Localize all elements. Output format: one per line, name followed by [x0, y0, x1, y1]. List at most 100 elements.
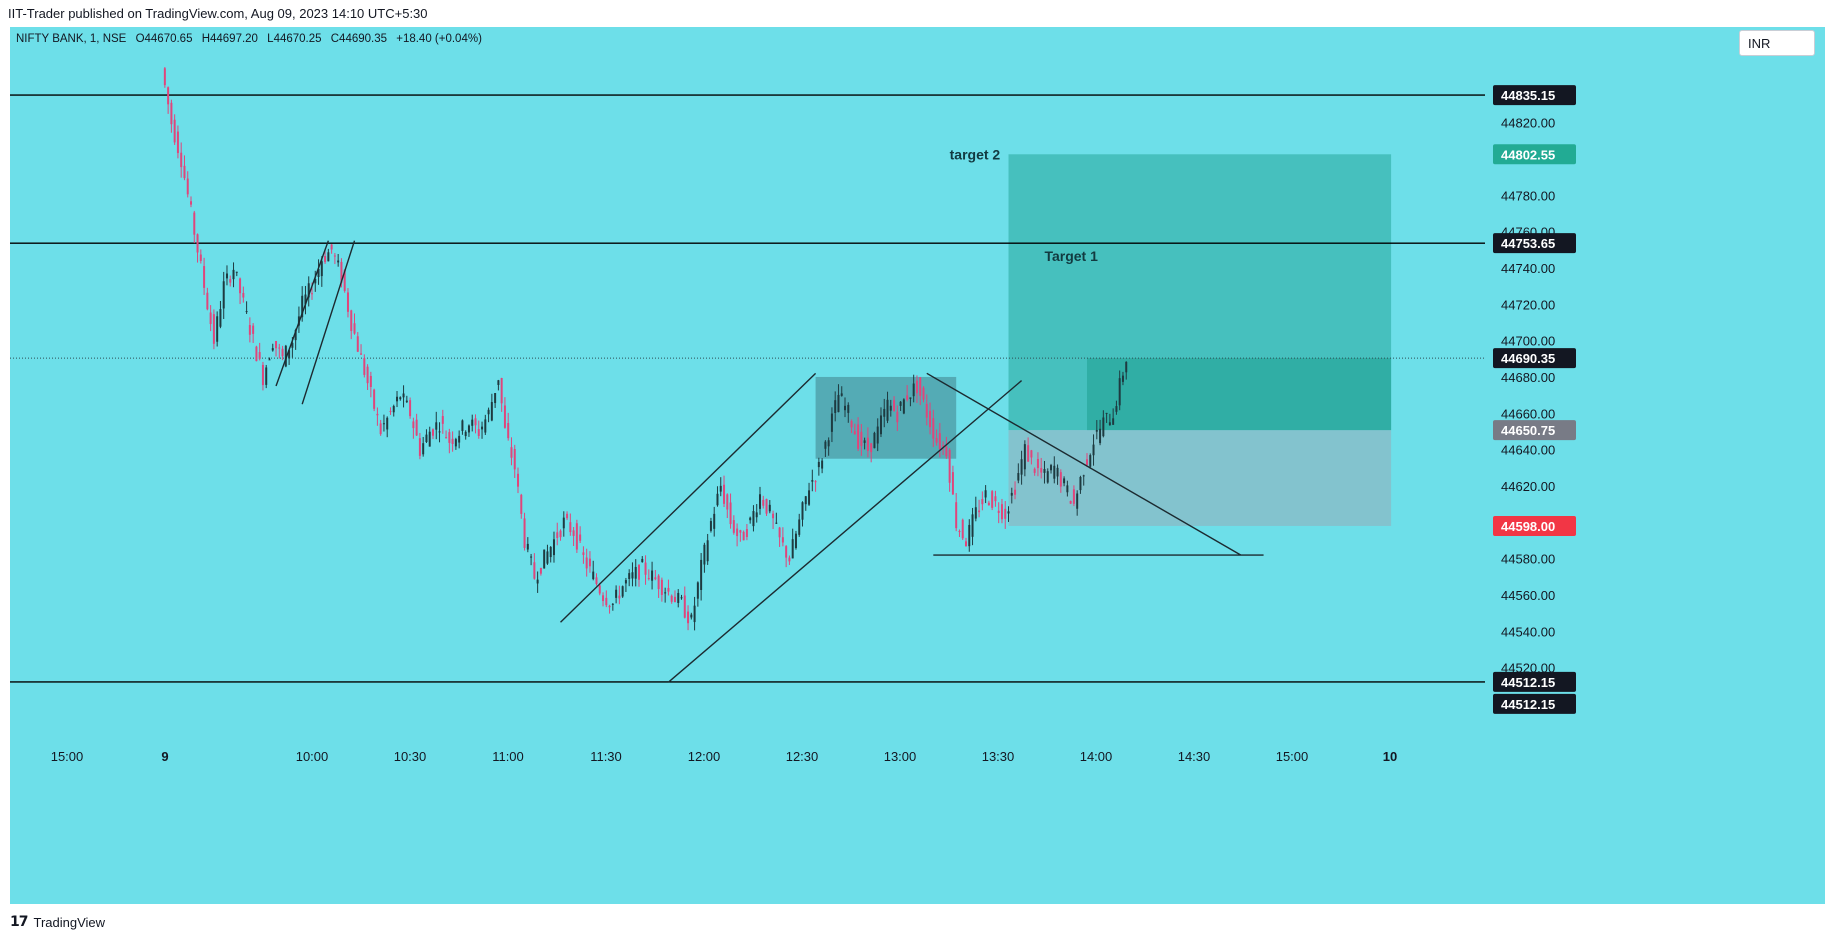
x-tick-label: 12:00: [688, 749, 721, 764]
candle-bear: [507, 422, 510, 439]
candle-bear: [850, 421, 853, 428]
y-tick-label: 44720.00: [1501, 297, 1555, 312]
candle-bear: [206, 292, 209, 310]
y-tick-label: 44640.00: [1501, 443, 1555, 458]
badge-last-price-bg: [1493, 348, 1576, 369]
candle-bear: [163, 68, 166, 86]
candle-bear: [333, 255, 336, 257]
chart-area[interactable]: target 2 Target 1 44520.00 44540.00 44560.00…: [10, 27, 1825, 904]
candle-bull: [968, 524, 971, 547]
candle-bull: [405, 400, 408, 403]
candle-bear: [559, 530, 562, 538]
tradingview-brand[interactable]: 17 TradingView: [10, 914, 105, 930]
x-tick-label: 15:00: [1276, 749, 1309, 764]
candle-bear: [556, 532, 559, 538]
candle-bull: [317, 268, 320, 277]
candle-bear: [958, 531, 961, 533]
price-chart[interactable]: target 2 Target 1 44520.00 44540.00 44560.00…: [10, 27, 1825, 904]
candle-bear: [441, 416, 444, 424]
candle-bear: [857, 424, 860, 449]
candle-bull: [840, 393, 843, 396]
candle-bull: [481, 426, 484, 430]
candle-bull: [886, 399, 889, 421]
candle-bear: [660, 579, 663, 595]
candle-bull: [863, 440, 866, 443]
candle-bear: [258, 352, 261, 359]
candle-bear: [533, 562, 536, 579]
candle-bear: [772, 513, 775, 519]
candle-bull: [1121, 375, 1124, 382]
candle-bear: [987, 502, 990, 506]
symbol-legend: NIFTY BANK, 1, NSE O44670.65 H44697.20 L…: [16, 33, 488, 45]
candle-bull: [562, 517, 565, 529]
candle-bear: [1014, 489, 1017, 495]
candle-bull: [677, 592, 680, 603]
candle-bear: [281, 348, 284, 357]
candle-bear: [500, 377, 503, 404]
candle-bear: [239, 278, 242, 294]
candle-bear: [579, 534, 582, 541]
candle-bull: [222, 281, 225, 309]
symbol-name: NIFTY BANK, 1, NSE: [16, 33, 127, 45]
candle-bull: [651, 570, 654, 581]
candle-bull: [824, 441, 827, 449]
candle-bear: [788, 557, 791, 562]
badge-last-price: 44690.35: [1501, 351, 1555, 366]
x-tick-label: 10:30: [394, 749, 427, 764]
x-tick-label: 9: [161, 749, 168, 764]
candle-bull: [1023, 444, 1026, 470]
candle-bull: [1066, 485, 1069, 493]
candle-bull: [490, 402, 493, 421]
ohlc-open: O44670.65: [135, 33, 193, 45]
candle-bear: [745, 529, 748, 538]
badge-entry: 44650.75: [1501, 423, 1555, 438]
candle-bear: [255, 346, 258, 362]
candle-bear: [520, 494, 523, 514]
candle-bear: [356, 336, 359, 352]
candle-bear: [673, 596, 676, 603]
candle-bull: [284, 345, 287, 367]
candle-bear: [448, 432, 451, 443]
candle-bear: [340, 261, 343, 283]
candle-bear: [379, 423, 382, 435]
x-tick-label: 11:30: [590, 749, 622, 764]
candle-bear: [1059, 472, 1062, 487]
candle-bear: [654, 577, 657, 580]
candle-bear: [477, 429, 480, 436]
candle-bear: [981, 499, 984, 505]
candle-bear: [212, 314, 215, 344]
candle-bull: [458, 435, 461, 443]
candle-bear: [978, 510, 981, 513]
currency-button[interactable]: INR: [1739, 30, 1815, 56]
candle-bear: [572, 530, 575, 536]
badge-extra-bg: [1493, 693, 1576, 714]
candle-bear: [373, 389, 376, 409]
candle-bear: [915, 380, 918, 394]
candle-bull: [536, 579, 539, 584]
candle-bull: [844, 405, 847, 411]
candle-bear: [906, 395, 909, 400]
candle-bull: [703, 544, 706, 565]
candle-bear: [409, 400, 412, 417]
candle-bear: [510, 447, 513, 458]
candle-bull: [611, 603, 614, 605]
candle-bull: [494, 392, 497, 404]
candle-bear: [199, 254, 202, 261]
candle-bull: [1105, 412, 1108, 414]
y-tick-label: 44560.00: [1501, 588, 1555, 603]
candle-bear: [412, 421, 415, 429]
candle-bear: [893, 400, 896, 411]
candle-bull: [294, 329, 297, 341]
candle-bear: [229, 279, 232, 283]
candle-bull: [382, 423, 385, 425]
candle-bear: [278, 347, 281, 349]
candle-bull: [1007, 511, 1010, 514]
candle-bear: [961, 519, 964, 539]
candle-bull: [592, 571, 595, 580]
badge-line-0: 44835.15: [1501, 88, 1555, 103]
candle-bull: [1118, 378, 1121, 406]
candle-bear: [503, 405, 506, 428]
y-tick-label: 44700.00: [1501, 334, 1555, 349]
candle-bull: [1053, 465, 1056, 479]
badge-target-bg: [1493, 144, 1576, 165]
